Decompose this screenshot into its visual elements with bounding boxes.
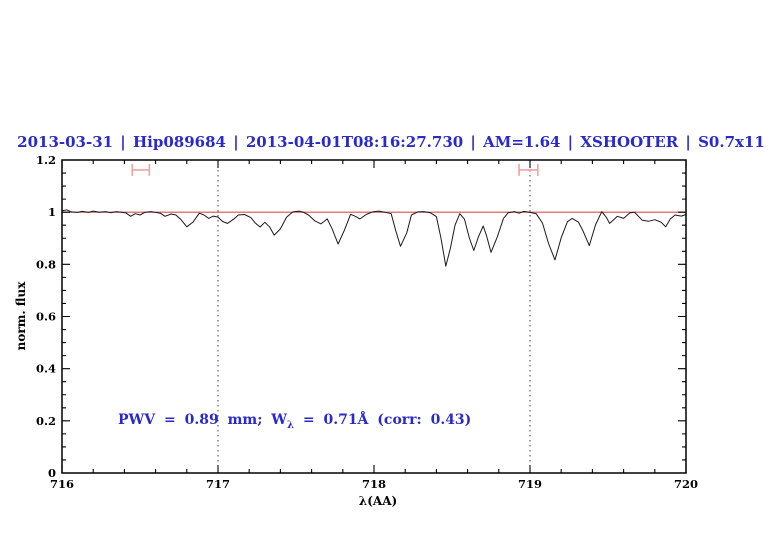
x-tick-label: 717 [206, 477, 230, 491]
pwv-annotation-lambda-subscript: λ [286, 419, 294, 431]
pwv-band-marker [131, 163, 151, 176]
pwv-annotation: PWV = 0.89 mm; Wλ = 0.71Å (corr: 0.43) [118, 412, 471, 431]
x-tick-label: 720 [674, 477, 698, 491]
y-axis-title: norm. flux [14, 281, 28, 351]
y-tick-label: 1.2 [36, 153, 56, 167]
spectrum-line [61, 209, 687, 267]
y-tick-label: 1 [48, 205, 56, 219]
x-axis-title: λ(AA) [358, 494, 398, 508]
x-tick-label: 718 [362, 477, 386, 491]
y-tick-label: 0.2 [36, 414, 56, 428]
plot-title: 2013-03-31 | Hip089684 | 2013-04-01T08:1… [17, 133, 765, 151]
x-tick-label: 716 [50, 477, 74, 491]
pwv-annotation-prefix: PWV = 0.89 mm; W [118, 412, 287, 428]
pwv-annotation-suffix: = 0.71Å (corr: 0.43) [293, 412, 472, 428]
y-tick-label: 0.4 [36, 362, 56, 376]
pwv-band-marker [518, 163, 539, 176]
x-tick-label: 719 [518, 477, 542, 491]
y-tick-label: 0.6 [36, 310, 56, 324]
y-tick-label: 0.8 [36, 257, 56, 271]
y-tick-label: 0 [48, 466, 56, 480]
